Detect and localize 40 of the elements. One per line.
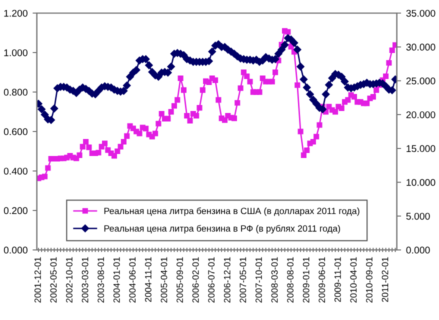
- y2-tick-label: 10.000: [406, 178, 436, 186]
- y-tick-label: 0.200: [4, 207, 28, 214]
- y2-tick-label: 25.000: [406, 78, 436, 84]
- y-tick-label: 0.600: [4, 128, 28, 136]
- x-tick-label: 2009-06-01: [318, 257, 326, 303]
- x-tick-label: 2004-11-01: [145, 257, 152, 302]
- x-tick-label: 2006-07-01: [208, 257, 215, 303]
- x-tick-label: 2008-03-01: [271, 257, 278, 303]
- x-tick-label: 2001-12-01: [34, 257, 41, 303]
- x-tick-label: 2004-01-01: [113, 257, 120, 303]
- x-tick-label: 2006-02-01: [192, 257, 199, 303]
- y2-tick-label: 0.000: [406, 246, 430, 254]
- x-tick-label: 2006-12-01: [224, 257, 230, 303]
- y2-tick-label: 5.000: [406, 212, 430, 220]
- y2-tick-label: 30.000: [406, 44, 436, 51]
- y-tick-label: 0.800: [4, 88, 28, 96]
- x-tick-label: 2009-11-01: [334, 257, 341, 302]
- x-tick-label: 2003-03-01: [82, 257, 88, 303]
- y-tick-label: 0.400: [4, 168, 28, 175]
- x-tick-label: 2004-06-01: [129, 257, 136, 303]
- x-tick-label: 2010-04-01: [350, 257, 357, 303]
- y2-tick-label: 15.000: [406, 145, 436, 152]
- x-tick-label: 2009-01-01: [302, 257, 310, 303]
- x-tick-label: 2005-09-01: [176, 257, 183, 303]
- y2-tick-label: 20.000: [406, 111, 436, 118]
- x-tick-label: 2007-05-01: [240, 257, 246, 303]
- x-tick-label: 2005-04-01: [160, 257, 168, 303]
- y-tick-label: 1.200: [4, 10, 28, 17]
- x-tick-label: 2011-02-01: [382, 257, 388, 302]
- x-tick-label: 2008-08-01: [287, 257, 294, 303]
- x-tick-label: 2010-09-01: [366, 257, 372, 303]
- x-tick-label: 2007-10-01: [256, 257, 262, 303]
- x-tick-label: 2003-08-01: [98, 257, 104, 303]
- y2-tick-label: 35.000: [406, 10, 436, 17]
- x-tick-label: 2002-05-01: [50, 257, 57, 303]
- legend-label: Реальная цена литра бензина в США (в долларах 2011 года): [104, 207, 360, 216]
- legend-label: Реальная цена литра бензина в РФ (в рублях 2011 года): [104, 224, 340, 234]
- y-tick-label: 0.000: [4, 246, 28, 254]
- x-tick-label: 2002-10-01: [66, 257, 72, 303]
- y-tick-label: 1.000: [4, 49, 28, 56]
